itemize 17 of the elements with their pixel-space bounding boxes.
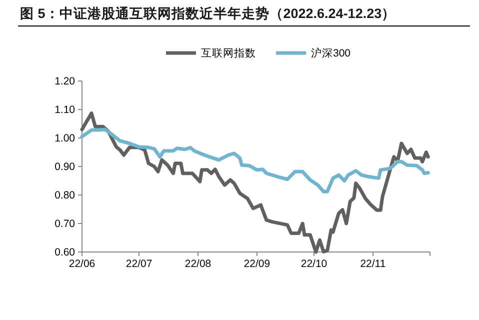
x-tick-label: 22/11: [360, 258, 386, 270]
x-tick-label: 22/08: [184, 258, 212, 270]
y-tick-label: 0.60: [54, 246, 76, 259]
legend-label: 沪深300: [311, 46, 351, 60]
y-tick-label: 0.80: [54, 190, 76, 202]
y-tick-label: 1.00: [54, 132, 76, 145]
legend-label: 互联网指数: [201, 48, 256, 60]
x-tick-label: 22/09: [244, 258, 270, 270]
y-tick-label: 0.90: [54, 161, 76, 174]
y-tick-label: 1.20: [54, 76, 76, 88]
x-tick-label: 22/10: [300, 258, 328, 270]
chart-title: 图 5：中证港股通互联网指数近半年走势（2022.6.24-12.23）: [20, 6, 396, 21]
line-series: [80, 128, 430, 194]
y-tick-label: 0.70: [54, 218, 76, 230]
y-tick-label: 1.10: [54, 104, 76, 116]
x-tick-label: 22/07: [126, 258, 152, 270]
x-tick-label: 22/06: [68, 258, 96, 270]
